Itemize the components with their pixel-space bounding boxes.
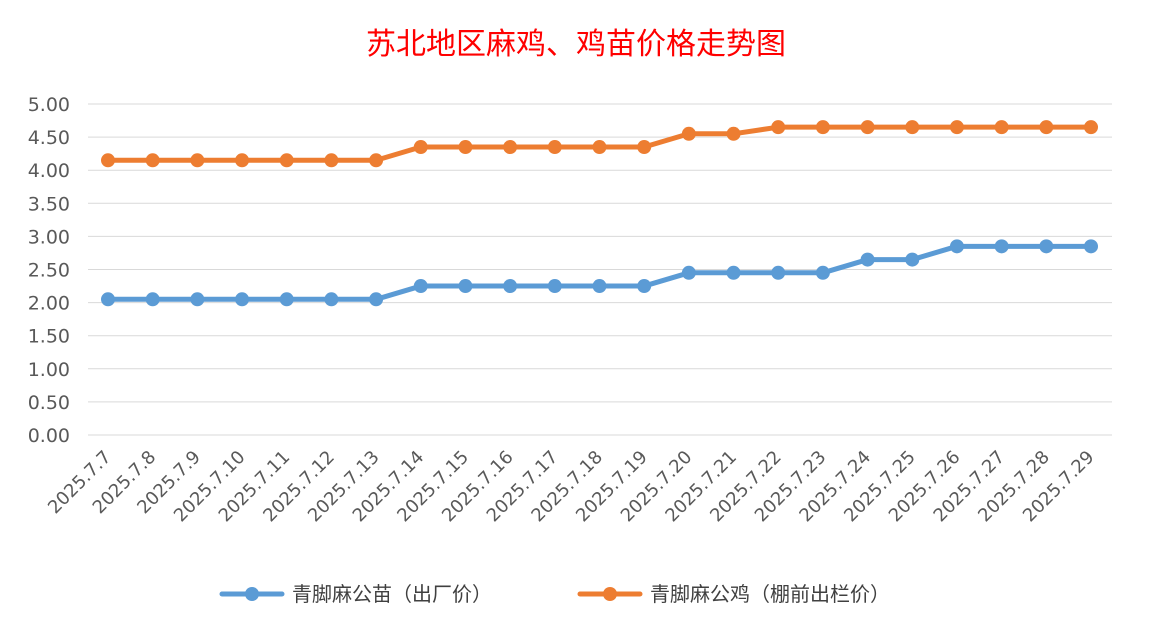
x-axis-ticks: 2025.7.72025.7.82025.7.92025.7.102025.7.… bbox=[44, 447, 1099, 527]
y-tick-label: 3.50 bbox=[28, 193, 70, 215]
data-point bbox=[815, 120, 830, 135]
legend-swatch-marker bbox=[603, 587, 617, 601]
data-point bbox=[681, 265, 696, 280]
data-point bbox=[681, 126, 696, 141]
gridlines bbox=[88, 103, 1112, 436]
data-point bbox=[235, 292, 250, 307]
data-point bbox=[637, 279, 652, 294]
data-point bbox=[860, 120, 875, 135]
data-point bbox=[503, 140, 518, 155]
y-tick-label: 4.50 bbox=[28, 127, 70, 149]
data-point bbox=[860, 252, 875, 267]
data-point bbox=[994, 239, 1009, 254]
y-tick-label: 3.00 bbox=[28, 226, 70, 248]
y-tick-label: 0.00 bbox=[28, 425, 70, 447]
series-1 bbox=[101, 239, 1098, 307]
legend-item: 青脚麻公鸡（棚前出栏价） bbox=[577, 582, 890, 606]
data-point bbox=[101, 153, 115, 168]
legend-label: 青脚麻公苗（出厂价） bbox=[292, 582, 492, 606]
data-point bbox=[905, 120, 920, 135]
series-2 bbox=[101, 120, 1098, 168]
data-point bbox=[235, 153, 250, 168]
data-point bbox=[547, 279, 562, 294]
chart-title: 苏北地区麻鸡、鸡苗价格走势图 bbox=[366, 27, 786, 62]
y-tick-label: 2.00 bbox=[28, 293, 70, 315]
y-tick-label: 1.00 bbox=[28, 359, 70, 381]
data-point bbox=[458, 140, 473, 155]
y-tick-label: 2.50 bbox=[28, 260, 70, 282]
data-point bbox=[592, 140, 607, 155]
legend-item: 青脚麻公苗（出厂价） bbox=[219, 582, 492, 606]
legend-swatch-marker bbox=[245, 587, 259, 601]
data-point bbox=[726, 126, 741, 141]
y-tick-label: 5.00 bbox=[28, 94, 70, 116]
data-point bbox=[1084, 239, 1098, 254]
data-point bbox=[190, 292, 205, 307]
data-point bbox=[101, 292, 115, 307]
data-point bbox=[369, 153, 384, 168]
data-point bbox=[503, 279, 518, 294]
data-point bbox=[458, 279, 473, 294]
data-point bbox=[190, 153, 205, 168]
data-point bbox=[413, 140, 428, 155]
data-point bbox=[815, 265, 830, 280]
legend: 青脚麻公苗（出厂价） 青脚麻公鸡（棚前出栏价） bbox=[219, 582, 890, 606]
y-axis-ticks: 0.00 0.50 1.00 1.50 2.00 2.50 3.00 3.50 4.00 4.50… bbox=[28, 94, 70, 447]
y-tick-label: 4.00 bbox=[28, 160, 70, 182]
data-point bbox=[771, 120, 786, 135]
data-point bbox=[145, 292, 160, 307]
data-point bbox=[994, 120, 1009, 135]
data-point bbox=[547, 140, 562, 155]
data-point bbox=[592, 279, 607, 294]
data-point bbox=[949, 239, 964, 254]
data-point bbox=[637, 140, 652, 155]
data-point bbox=[145, 153, 160, 168]
data-point bbox=[324, 292, 339, 307]
legend-label: 青脚麻公鸡（棚前出栏价） bbox=[650, 582, 890, 606]
data-point bbox=[324, 153, 339, 168]
data-point bbox=[1039, 239, 1054, 254]
series-group bbox=[101, 120, 1098, 307]
y-tick-label: 1.50 bbox=[28, 326, 70, 348]
y-tick-label: 0.50 bbox=[28, 392, 70, 414]
data-point bbox=[1084, 120, 1098, 135]
data-point bbox=[1039, 120, 1054, 135]
data-point bbox=[771, 265, 786, 280]
data-point bbox=[949, 120, 964, 135]
data-point bbox=[279, 292, 294, 307]
data-point bbox=[726, 265, 741, 280]
data-point bbox=[905, 252, 920, 267]
data-point bbox=[279, 153, 294, 168]
data-point bbox=[369, 292, 384, 307]
data-point bbox=[413, 279, 428, 294]
